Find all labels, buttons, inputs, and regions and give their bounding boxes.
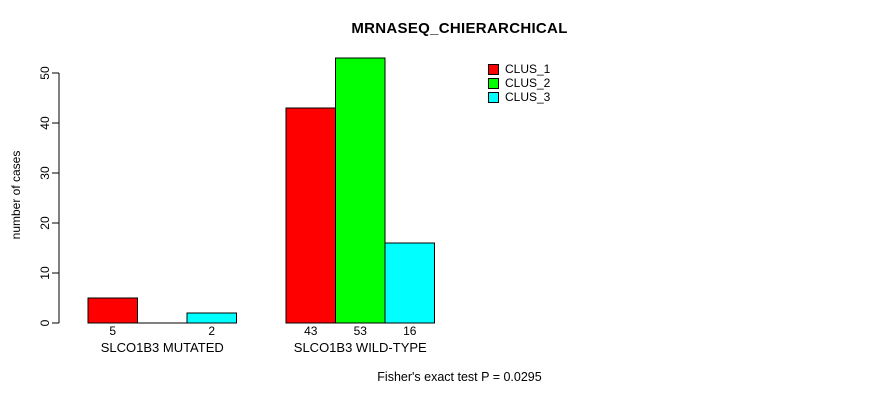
legend-label-clus-3: CLUS_3 xyxy=(505,90,551,104)
y-tick-label: 40 xyxy=(38,116,52,130)
legend-label-clus-1: CLUS_1 xyxy=(505,62,551,76)
legend-swatch-clus-1-icon xyxy=(488,63,499,75)
y-tick-label: 50 xyxy=(38,66,52,80)
legend: CLUS_1 CLUS_2 CLUS_3 xyxy=(488,62,550,104)
footnote-pvalue: Fisher's exact test P = 0.0295 xyxy=(377,370,542,384)
y-tick-label: 10 xyxy=(38,266,52,280)
x-category-label: SLCO1B3 WILD-TYPE xyxy=(294,340,427,355)
y-tick-label: 0 xyxy=(38,319,52,326)
legend-swatch-clus-3-icon xyxy=(488,91,499,103)
bar-value-label: 43 xyxy=(304,324,318,338)
bar-clus_2-group-1 xyxy=(335,57,386,324)
bar-value-label: 5 xyxy=(109,324,116,338)
y-tick-label: 30 xyxy=(38,166,52,180)
y-tick-label: 20 xyxy=(38,216,52,230)
legend-item-clus-1: CLUS_1 xyxy=(488,62,550,76)
bar-clus_1-group-0 xyxy=(87,297,138,324)
bar-clus_1-group-1 xyxy=(285,107,336,324)
chart-title: MRNASEQ_CHIERARCHICAL xyxy=(351,20,568,37)
legend-label-clus-2: CLUS_2 xyxy=(505,76,551,90)
legend-swatch-clus-2-icon xyxy=(488,77,499,89)
bar-value-label: 53 xyxy=(354,324,368,338)
bar-value-label: 16 xyxy=(403,324,417,338)
bar-value-label: 2 xyxy=(208,324,215,338)
legend-item-clus-2: CLUS_2 xyxy=(488,76,550,90)
x-category-label: SLCO1B3 MUTATED xyxy=(101,340,224,355)
legend-item-clus-3: CLUS_3 xyxy=(488,90,550,104)
bar-clus_3-group-1 xyxy=(384,242,435,324)
y-axis-title: number of cases xyxy=(9,151,23,240)
bar-clus_3-group-0 xyxy=(186,312,237,324)
